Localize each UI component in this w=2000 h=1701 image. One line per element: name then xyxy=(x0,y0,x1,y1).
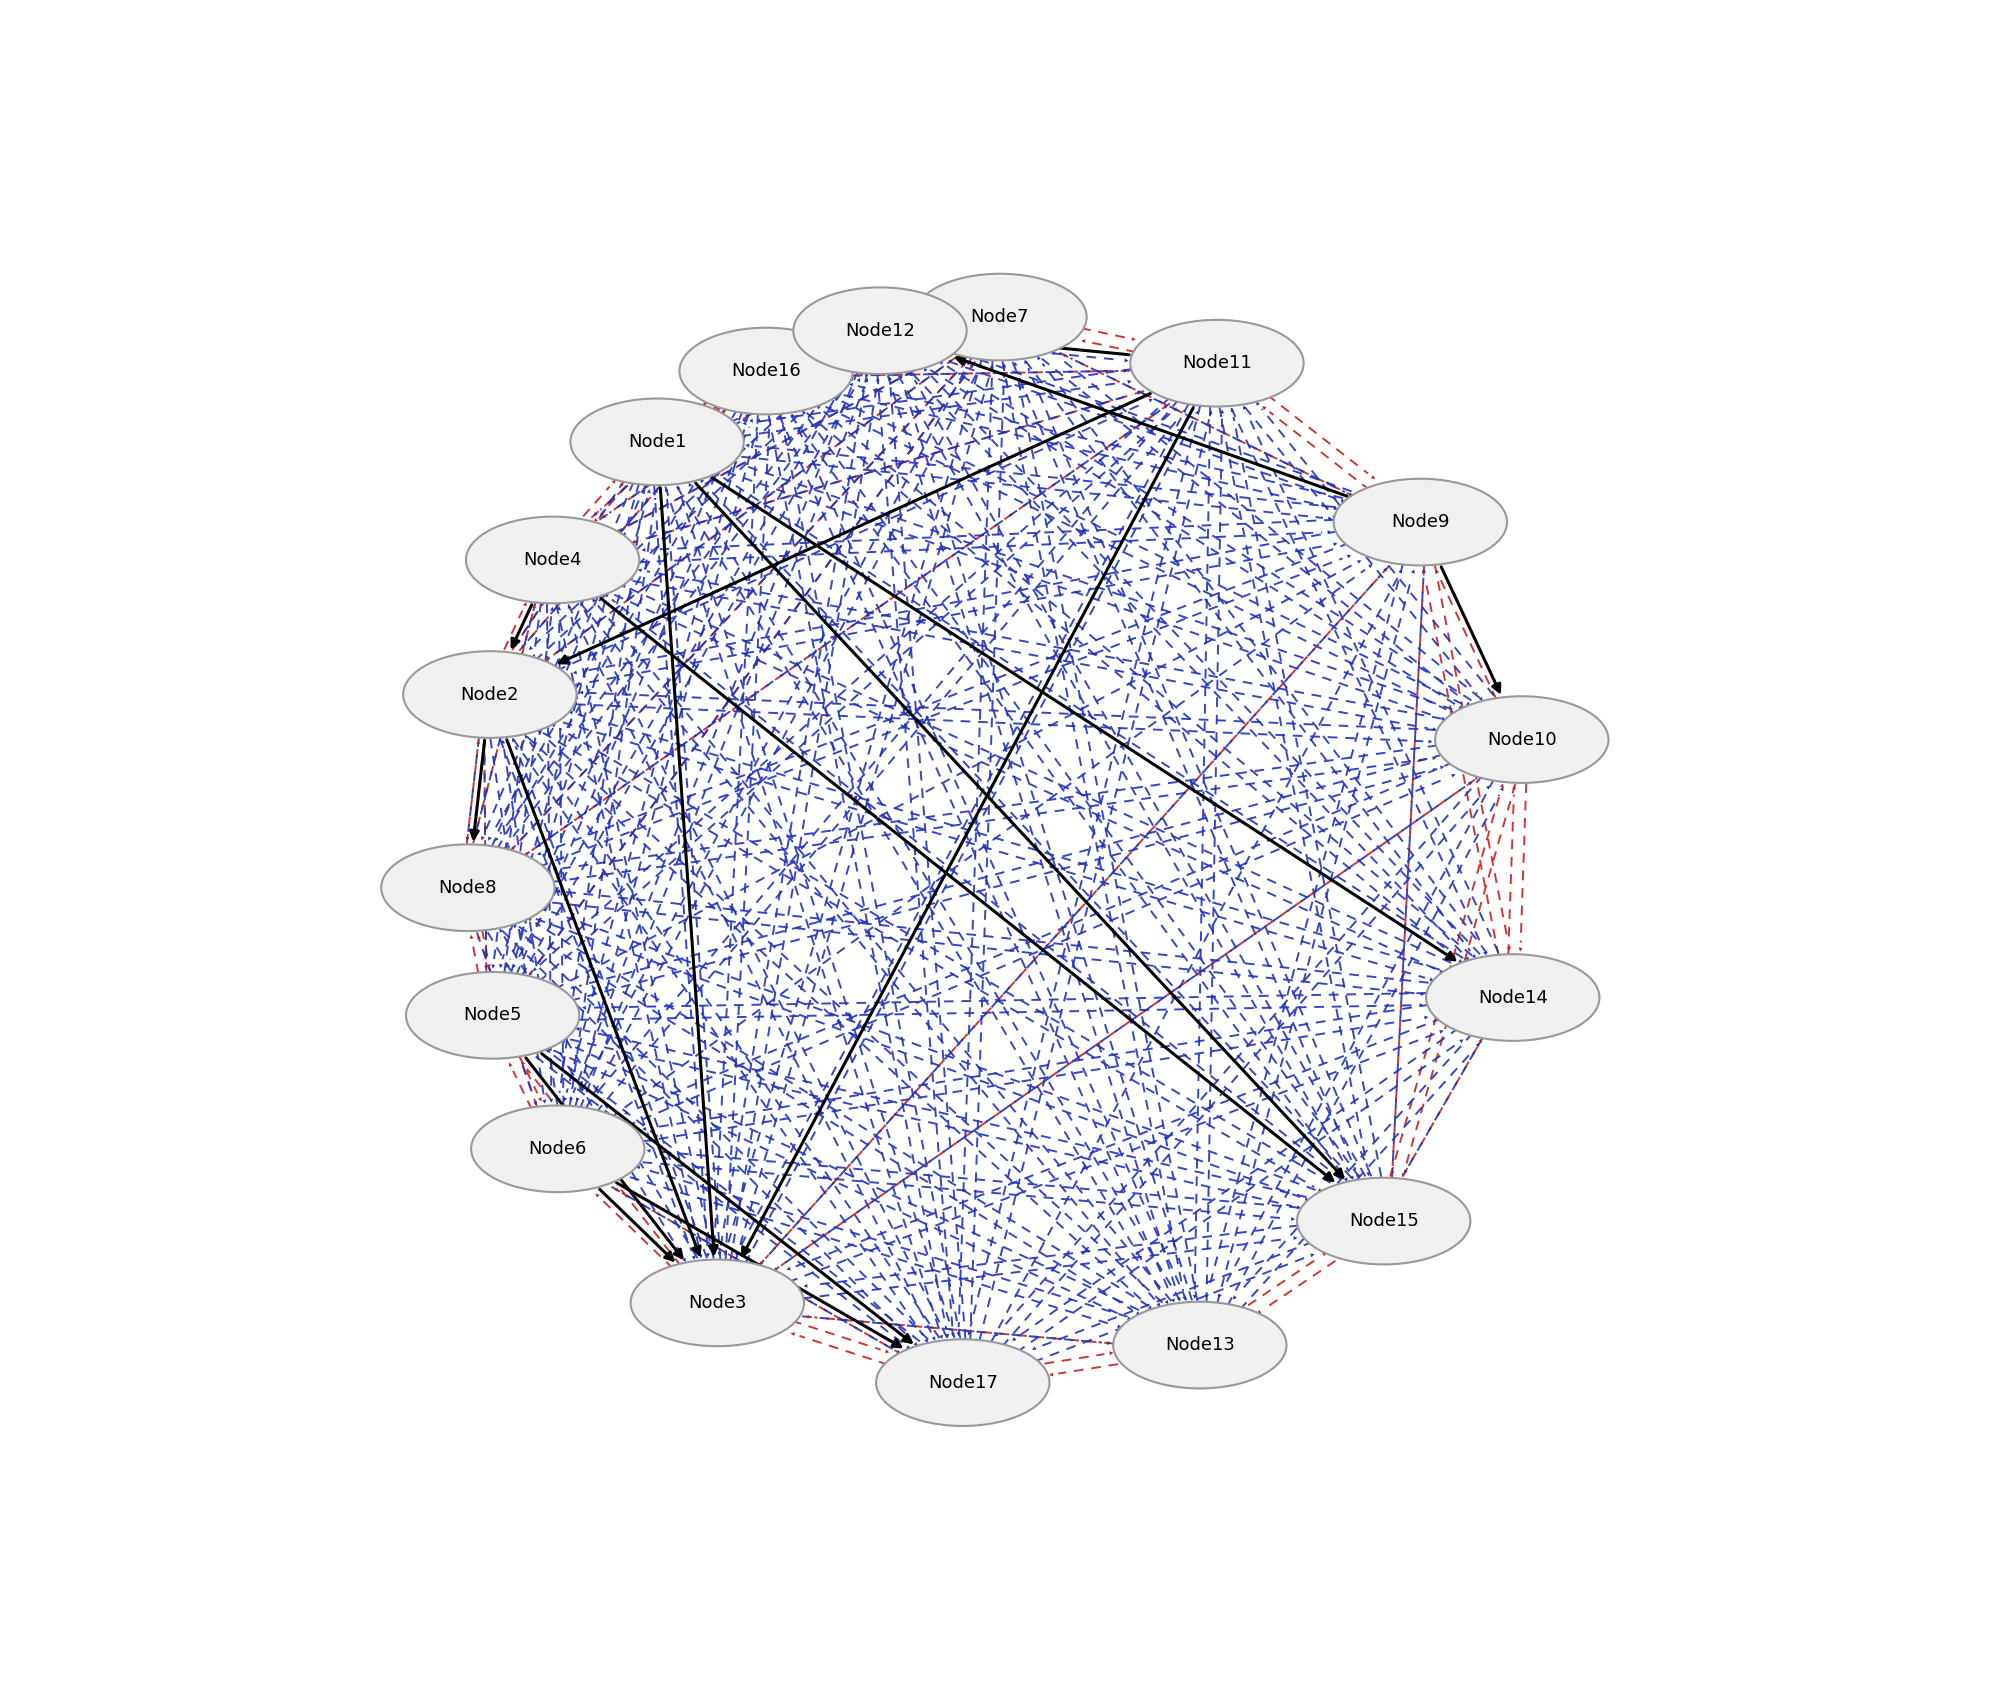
Ellipse shape xyxy=(876,1339,1050,1425)
Ellipse shape xyxy=(794,287,966,374)
Text: Node10: Node10 xyxy=(1486,731,1556,748)
Ellipse shape xyxy=(914,274,1086,361)
Text: Node4: Node4 xyxy=(524,551,582,568)
Text: Node13: Node13 xyxy=(1164,1335,1234,1354)
Ellipse shape xyxy=(404,651,576,738)
Ellipse shape xyxy=(382,844,554,930)
Ellipse shape xyxy=(1298,1177,1470,1264)
Text: Node12: Node12 xyxy=(846,321,914,340)
Text: Node16: Node16 xyxy=(732,362,802,379)
Ellipse shape xyxy=(472,1106,644,1192)
Ellipse shape xyxy=(1436,696,1608,782)
Ellipse shape xyxy=(406,971,580,1058)
Ellipse shape xyxy=(1334,478,1508,565)
Ellipse shape xyxy=(570,398,744,485)
Text: Node9: Node9 xyxy=(1392,514,1450,531)
Text: Node17: Node17 xyxy=(928,1374,998,1391)
Text: Node14: Node14 xyxy=(1478,988,1548,1007)
Text: Node7: Node7 xyxy=(970,308,1030,327)
Ellipse shape xyxy=(1114,1301,1286,1388)
Ellipse shape xyxy=(466,517,640,604)
Text: Node15: Node15 xyxy=(1348,1213,1418,1230)
Text: Node3: Node3 xyxy=(688,1294,746,1311)
Text: Node11: Node11 xyxy=(1182,354,1252,373)
Text: Node5: Node5 xyxy=(464,1007,522,1024)
Ellipse shape xyxy=(680,328,852,415)
Ellipse shape xyxy=(1130,320,1304,407)
Text: Node6: Node6 xyxy=(528,1140,586,1158)
Text: Node1: Node1 xyxy=(628,432,686,451)
Ellipse shape xyxy=(630,1259,804,1345)
Text: Node8: Node8 xyxy=(438,879,498,896)
Text: Node2: Node2 xyxy=(460,686,520,704)
Ellipse shape xyxy=(1426,954,1600,1041)
